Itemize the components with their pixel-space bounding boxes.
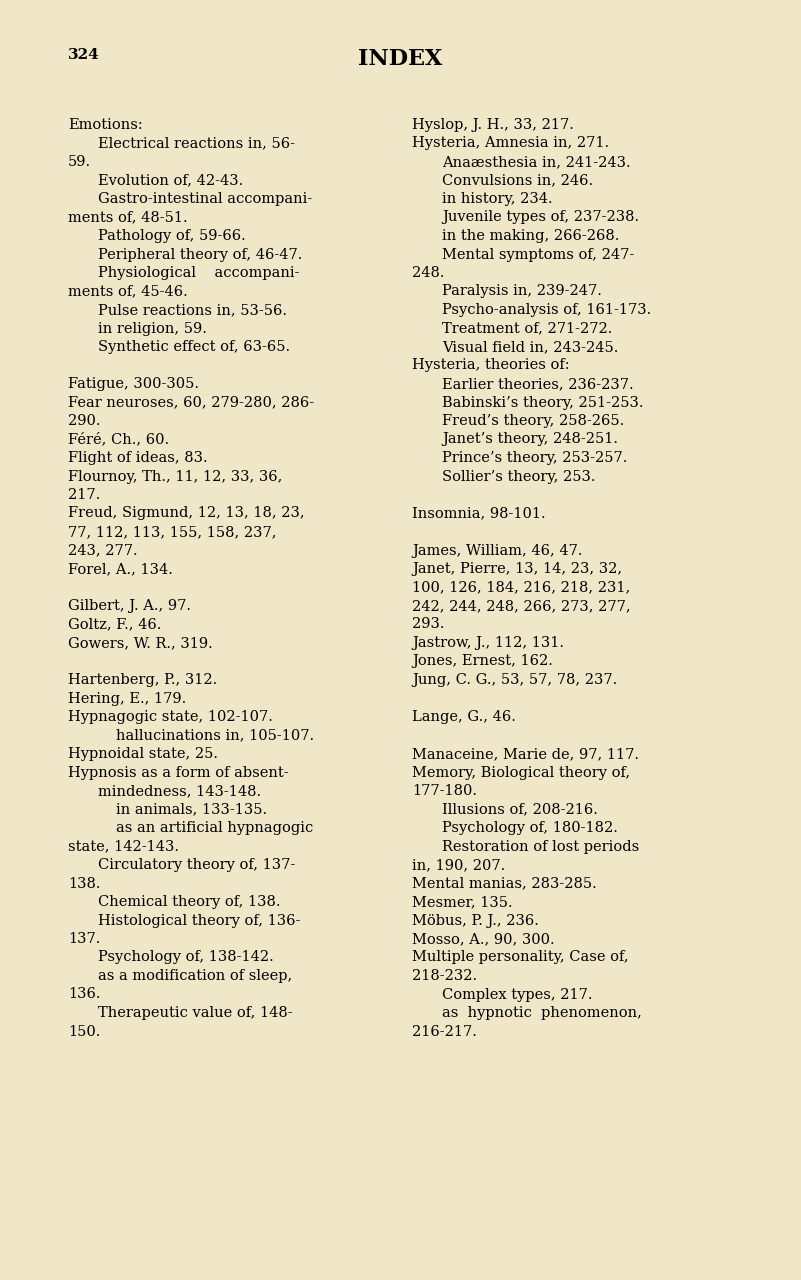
Text: Mesmer, 135.: Mesmer, 135. (412, 895, 513, 909)
Text: James, William, 46, 47.: James, William, 46, 47. (412, 544, 582, 558)
Text: Freud’s theory, 258-265.: Freud’s theory, 258-265. (442, 413, 624, 428)
Text: Flight of ideas, 83.: Flight of ideas, 83. (68, 451, 207, 465)
Text: Psychology of, 180-182.: Psychology of, 180-182. (442, 820, 618, 835)
Text: Hartenberg, P., 312.: Hartenberg, P., 312. (68, 673, 217, 687)
Text: Insomnia, 98-101.: Insomnia, 98-101. (412, 507, 545, 521)
Text: state, 142-143.: state, 142-143. (68, 840, 179, 854)
Text: in religion, 59.: in religion, 59. (98, 321, 207, 335)
Text: Lange, G., 46.: Lange, G., 46. (412, 710, 516, 724)
Text: Pulse reactions in, 53-56.: Pulse reactions in, 53-56. (98, 303, 287, 317)
Text: 218-232.: 218-232. (412, 969, 477, 983)
Text: Hysteria, Amnesia in, 271.: Hysteria, Amnesia in, 271. (412, 137, 609, 151)
Text: 290.: 290. (68, 413, 100, 428)
Text: Prince’s theory, 253-257.: Prince’s theory, 253-257. (442, 451, 627, 465)
Text: ments of, 48-51.: ments of, 48-51. (68, 210, 187, 224)
Text: 136.: 136. (68, 987, 100, 1001)
Text: Mosso, A., 90, 300.: Mosso, A., 90, 300. (412, 932, 554, 946)
Text: Hysteria, theories of:: Hysteria, theories of: (412, 358, 570, 372)
Text: 217.: 217. (68, 488, 100, 502)
Text: 216-217.: 216-217. (412, 1024, 477, 1038)
Text: 137.: 137. (68, 932, 100, 946)
Text: Gowers, W. R., 319.: Gowers, W. R., 319. (68, 636, 213, 650)
Text: Multiple personality, Case of,: Multiple personality, Case of, (412, 951, 629, 965)
Text: 248.: 248. (412, 266, 445, 280)
Text: Hering, E., 179.: Hering, E., 179. (68, 691, 187, 705)
Text: Gastro-intestinal accompani-: Gastro-intestinal accompani- (98, 192, 312, 206)
Text: Manaceine, Marie de, 97, 117.: Manaceine, Marie de, 97, 117. (412, 748, 639, 762)
Text: as an artificial hypnagogic: as an artificial hypnagogic (116, 820, 313, 835)
Text: Emotions:: Emotions: (68, 118, 143, 132)
Text: 150.: 150. (68, 1024, 100, 1038)
Text: in the making, 266-268.: in the making, 266-268. (442, 229, 619, 243)
Text: ments of, 45-46.: ments of, 45-46. (68, 284, 187, 298)
Text: Therapeutic value of, 148-: Therapeutic value of, 148- (98, 1006, 292, 1020)
Text: Fear neuroses, 60, 279-280, 286-: Fear neuroses, 60, 279-280, 286- (68, 396, 314, 410)
Text: Hypnosis as a form of absent-: Hypnosis as a form of absent- (68, 765, 288, 780)
Text: Flournoy, Th., 11, 12, 33, 36,: Flournoy, Th., 11, 12, 33, 36, (68, 470, 283, 484)
Text: Histological theory of, 136-: Histological theory of, 136- (98, 914, 300, 928)
Text: 177-180.: 177-180. (412, 783, 477, 797)
Text: 324: 324 (68, 47, 100, 61)
Text: Goltz, F., 46.: Goltz, F., 46. (68, 617, 161, 631)
Text: Hypnoidal state, 25.: Hypnoidal state, 25. (68, 748, 218, 762)
Text: Jung, C. G., 53, 57, 78, 237.: Jung, C. G., 53, 57, 78, 237. (412, 673, 618, 687)
Text: Jastrow, J., 112, 131.: Jastrow, J., 112, 131. (412, 636, 564, 650)
Text: Visual field in, 243-245.: Visual field in, 243-245. (442, 340, 618, 355)
Text: hallucinations in, 105-107.: hallucinations in, 105-107. (116, 728, 314, 742)
Text: as a modification of sleep,: as a modification of sleep, (98, 969, 292, 983)
Text: Mental manias, 283-285.: Mental manias, 283-285. (412, 877, 597, 891)
Text: Treatment of, 271-272.: Treatment of, 271-272. (442, 321, 613, 335)
Text: Complex types, 217.: Complex types, 217. (442, 987, 593, 1001)
Text: Physiological    accompani-: Physiological accompani- (98, 266, 300, 280)
Text: Freud, Sigmund, 12, 13, 18, 23,: Freud, Sigmund, 12, 13, 18, 23, (68, 507, 304, 521)
Text: Psychology of, 138-142.: Psychology of, 138-142. (98, 951, 274, 965)
Text: Janet’s theory, 248-251.: Janet’s theory, 248-251. (442, 433, 618, 447)
Text: 293.: 293. (412, 617, 445, 631)
Text: in, 190, 207.: in, 190, 207. (412, 858, 505, 872)
Text: Convulsions in, 246.: Convulsions in, 246. (442, 174, 593, 187)
Text: Juvenile types of, 237-238.: Juvenile types of, 237-238. (442, 210, 639, 224)
Text: Restoration of lost periods: Restoration of lost periods (442, 840, 639, 854)
Text: as  hypnotic  phenomenon,: as hypnotic phenomenon, (442, 1006, 642, 1020)
Text: 100, 126, 184, 216, 218, 231,: 100, 126, 184, 216, 218, 231, (412, 581, 630, 594)
Text: Möbus, P. J., 236.: Möbus, P. J., 236. (412, 914, 539, 928)
Text: Earlier theories, 236-237.: Earlier theories, 236-237. (442, 378, 634, 390)
Text: Psycho-analysis of, 161-173.: Psycho-analysis of, 161-173. (442, 303, 651, 317)
Text: INDEX: INDEX (358, 47, 443, 70)
Text: Chemical theory of, 138.: Chemical theory of, 138. (98, 895, 280, 909)
Text: Jones, Ernest, 162.: Jones, Ernest, 162. (412, 654, 553, 668)
Text: Paralysis in, 239-247.: Paralysis in, 239-247. (442, 284, 602, 298)
Text: Hyslop, J. H., 33, 217.: Hyslop, J. H., 33, 217. (412, 118, 574, 132)
Text: Pathology of, 59-66.: Pathology of, 59-66. (98, 229, 246, 243)
Text: Gilbert, J. A., 97.: Gilbert, J. A., 97. (68, 599, 191, 613)
Text: 138.: 138. (68, 877, 100, 891)
Text: Memory, Biological theory of,: Memory, Biological theory of, (412, 765, 630, 780)
Text: Circulatory theory of, 137-: Circulatory theory of, 137- (98, 858, 296, 872)
Text: Evolution of, 42-43.: Evolution of, 42-43. (98, 174, 244, 187)
Text: 77, 112, 113, 155, 158, 237,: 77, 112, 113, 155, 158, 237, (68, 525, 276, 539)
Text: Féré, Ch., 60.: Féré, Ch., 60. (68, 433, 169, 447)
Text: Mental symptoms of, 247-: Mental symptoms of, 247- (442, 247, 634, 261)
Text: Synthetic effect of, 63-65.: Synthetic effect of, 63-65. (98, 340, 290, 355)
Text: Forel, A., 134.: Forel, A., 134. (68, 562, 173, 576)
Text: Hypnagogic state, 102-107.: Hypnagogic state, 102-107. (68, 710, 273, 724)
Text: Fatigue, 300-305.: Fatigue, 300-305. (68, 378, 199, 390)
Text: Illusions of, 208-216.: Illusions of, 208-216. (442, 803, 598, 817)
Text: mindedness, 143-148.: mindedness, 143-148. (98, 783, 261, 797)
Text: in animals, 133-135.: in animals, 133-135. (116, 803, 267, 817)
Text: Sollier’s theory, 253.: Sollier’s theory, 253. (442, 470, 595, 484)
Text: 242, 244, 248, 266, 273, 277,: 242, 244, 248, 266, 273, 277, (412, 599, 630, 613)
Text: 59.: 59. (68, 155, 91, 169)
Text: 243, 277.: 243, 277. (68, 544, 138, 558)
Text: Babinski’s theory, 251-253.: Babinski’s theory, 251-253. (442, 396, 643, 410)
Text: Electrical reactions in, 56-: Electrical reactions in, 56- (98, 137, 295, 151)
Text: Peripheral theory of, 46-47.: Peripheral theory of, 46-47. (98, 247, 302, 261)
Text: Anaæsthesia in, 241-243.: Anaæsthesia in, 241-243. (442, 155, 630, 169)
Text: in history, 234.: in history, 234. (442, 192, 553, 206)
Text: Janet, Pierre, 13, 14, 23, 32,: Janet, Pierre, 13, 14, 23, 32, (412, 562, 622, 576)
